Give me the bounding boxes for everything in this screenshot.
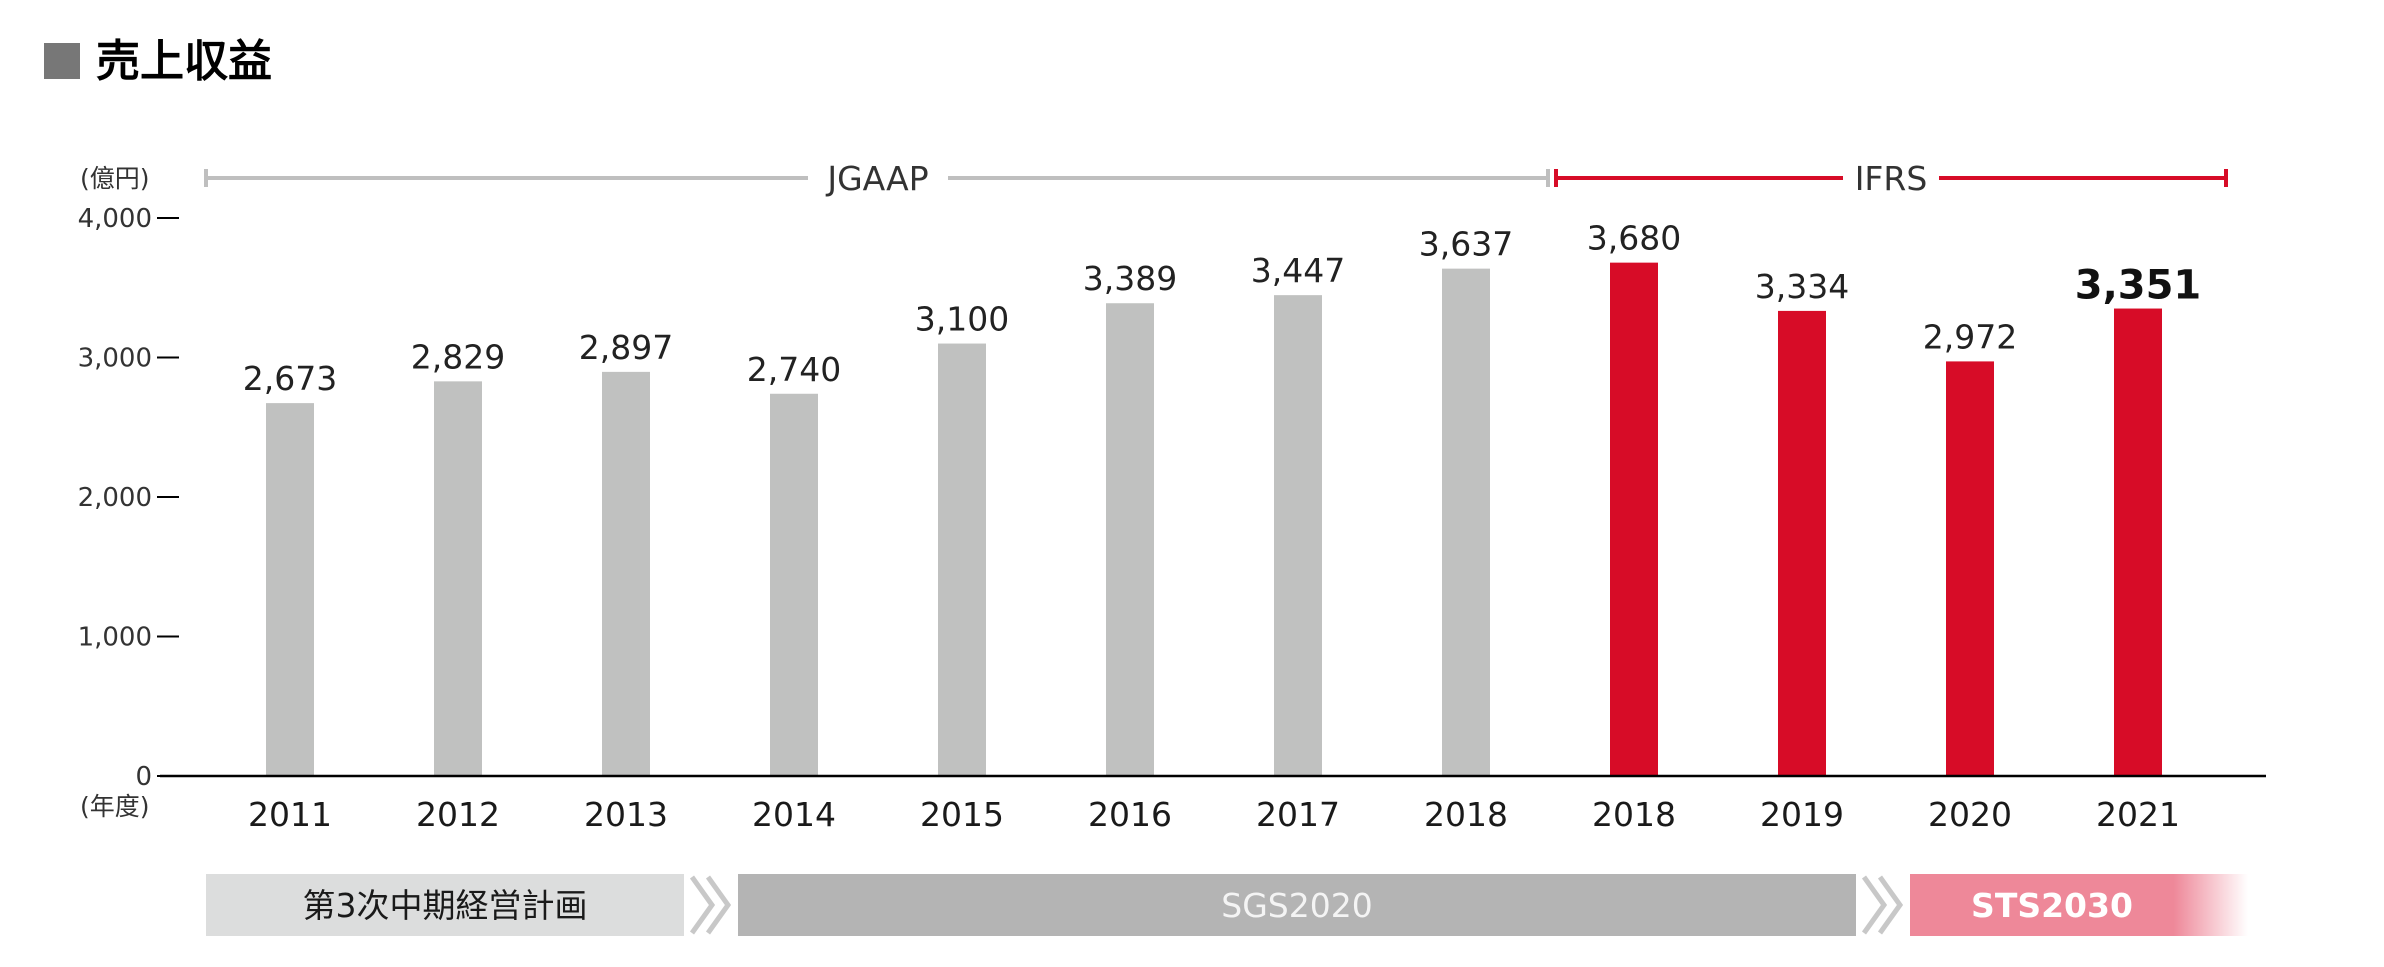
value-label: 3,334 <box>1755 267 1849 306</box>
value-labels: 2,673 2,829 2,897 2,740 3,100 3,389 3,447 3,637… <box>243 219 2202 398</box>
bar-2021-ifrs <box>2114 308 2162 776</box>
bar-2014-jgaap <box>770 393 818 776</box>
plan-block-3rd-midterm <box>206 874 684 936</box>
value-label: 3,351 <box>2075 263 2202 309</box>
ifrs-label: IFRS <box>1855 159 1928 198</box>
bars <box>266 262 2162 776</box>
bar-2019-ifrs <box>1778 310 1826 776</box>
bar-2018-ifrs <box>1610 262 1658 776</box>
x-tick-label: 2011 <box>248 795 332 834</box>
chart-title: 売上収益 <box>96 36 272 87</box>
x-tick-label: 2013 <box>584 795 668 834</box>
x-axis-unit: (年度) <box>80 792 150 821</box>
y-tick-label: 4,000 <box>78 204 152 234</box>
y-tick-label: 0 <box>135 762 152 792</box>
bar-2016-jgaap <box>1106 303 1154 776</box>
x-tick-label: 2012 <box>416 795 500 834</box>
jgaap-label: JGAAP <box>825 159 928 198</box>
y-tick-label: 3,000 <box>78 344 152 374</box>
plan-label-sgs2020: SGS2020 <box>1221 886 1372 925</box>
x-tick-label: 2014 <box>752 795 836 834</box>
value-label: 3,389 <box>1083 259 1177 298</box>
bar-2020-ifrs <box>1946 361 1994 776</box>
x-tick-label: 2019 <box>1760 795 1844 834</box>
y-tick-label: 2,000 <box>78 483 152 513</box>
plan-label-sts2030: STS2030 <box>1971 886 2133 925</box>
value-label: 2,972 <box>1923 317 2017 356</box>
y-axis-unit: (億円) <box>80 164 150 193</box>
value-label: 2,673 <box>243 359 337 398</box>
value-label: 2,740 <box>747 350 841 389</box>
title-square-icon <box>44 43 80 79</box>
bar-2018-jgaap <box>1442 268 1490 776</box>
plan-label-3rd-midterm: 第3次中期経営計画 <box>303 886 588 925</box>
x-tick-label: 2015 <box>920 795 1004 834</box>
y-axis-ticks: 0 1,000 2,000 3,000 4,000 <box>78 204 179 792</box>
x-tick-label: 2018 <box>1592 795 1676 834</box>
plan-block-sgs2020 <box>738 874 1856 936</box>
value-label: 3,680 <box>1587 219 1681 258</box>
plan-timeline: 第3次中期経営計画 SGS2020 STS2030 <box>206 874 2248 936</box>
value-label: 3,637 <box>1419 225 1513 264</box>
plan-block-sts2030 <box>1910 874 2248 936</box>
chevron-right-icon <box>1861 875 1888 935</box>
chevron-right-icon <box>705 875 732 935</box>
chevron-right-icon <box>1877 875 1904 935</box>
bar-2015-jgaap <box>938 343 986 776</box>
bar-2011-jgaap <box>266 403 314 776</box>
x-tick-label: 2018 <box>1424 795 1508 834</box>
x-axis-labels: 2011 2012 2013 2014 2015 2016 2017 2018 2018 2019… <box>248 795 2180 834</box>
value-label: 3,100 <box>915 300 1009 339</box>
value-label: 2,829 <box>411 337 505 376</box>
bar-2012-jgaap <box>434 381 482 776</box>
x-tick-label: 2017 <box>1256 795 1340 834</box>
x-tick-label: 2020 <box>1928 795 2012 834</box>
value-label: 2,897 <box>579 328 673 367</box>
chevron-right-icon <box>689 875 716 935</box>
value-label: 3,447 <box>1251 251 1345 290</box>
bar-2013-jgaap <box>602 371 650 776</box>
y-tick-label: 1,000 <box>78 623 152 653</box>
x-tick-label: 2021 <box>2096 795 2180 834</box>
bar-2017-jgaap <box>1274 295 1322 776</box>
x-tick-label: 2016 <box>1088 795 1172 834</box>
accounting-standard-brackets: JGAAP IFRS <box>204 159 2228 198</box>
